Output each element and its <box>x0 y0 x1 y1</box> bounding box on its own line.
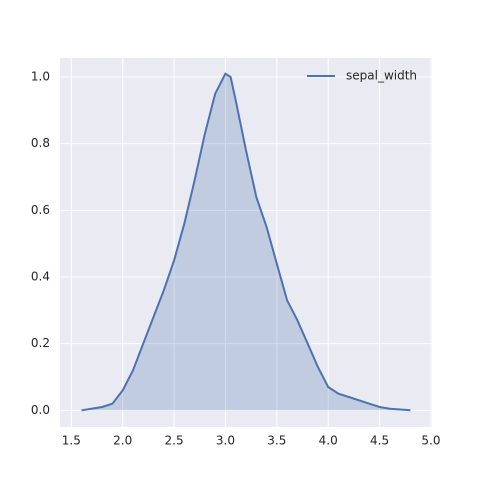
x-tick-label: 4.5 <box>370 434 389 448</box>
x-tick-label: 2.0 <box>113 434 132 448</box>
x-tick-label: 1.5 <box>62 434 81 448</box>
legend-label: sepal_width <box>346 69 417 83</box>
kde-line <box>81 72 411 412</box>
x-tick-label: 5.0 <box>421 434 440 448</box>
plot-area <box>60 58 432 427</box>
y-tick-label: 0.8 <box>31 136 50 150</box>
y-tick-label: 0.6 <box>31 203 50 217</box>
y-tick-label: 0.2 <box>31 336 50 350</box>
kde-fill <box>81 73 411 411</box>
y-tick-label: 1.0 <box>31 70 50 84</box>
y-tick-label: 0.4 <box>31 270 50 284</box>
y-tick-label: 0.0 <box>31 403 50 417</box>
x-tick-label: 3.0 <box>216 434 235 448</box>
x-tick-label: 4.0 <box>319 434 338 448</box>
x-tick-label: 2.5 <box>165 434 184 448</box>
x-tick-label: 3.5 <box>267 434 286 448</box>
